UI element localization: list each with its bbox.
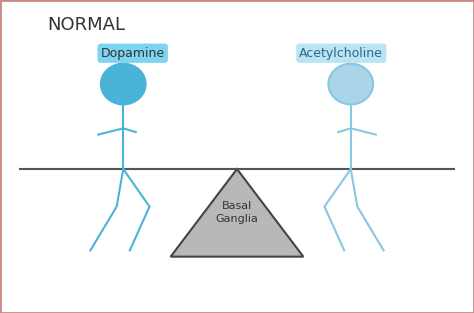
Ellipse shape — [328, 64, 373, 104]
Text: NORMAL: NORMAL — [47, 16, 126, 34]
Ellipse shape — [101, 64, 146, 104]
Text: Dopamine: Dopamine — [100, 47, 165, 60]
Text: Basal
Ganglia: Basal Ganglia — [216, 201, 258, 224]
Text: Acetylcholine: Acetylcholine — [300, 47, 383, 60]
Polygon shape — [171, 169, 303, 257]
